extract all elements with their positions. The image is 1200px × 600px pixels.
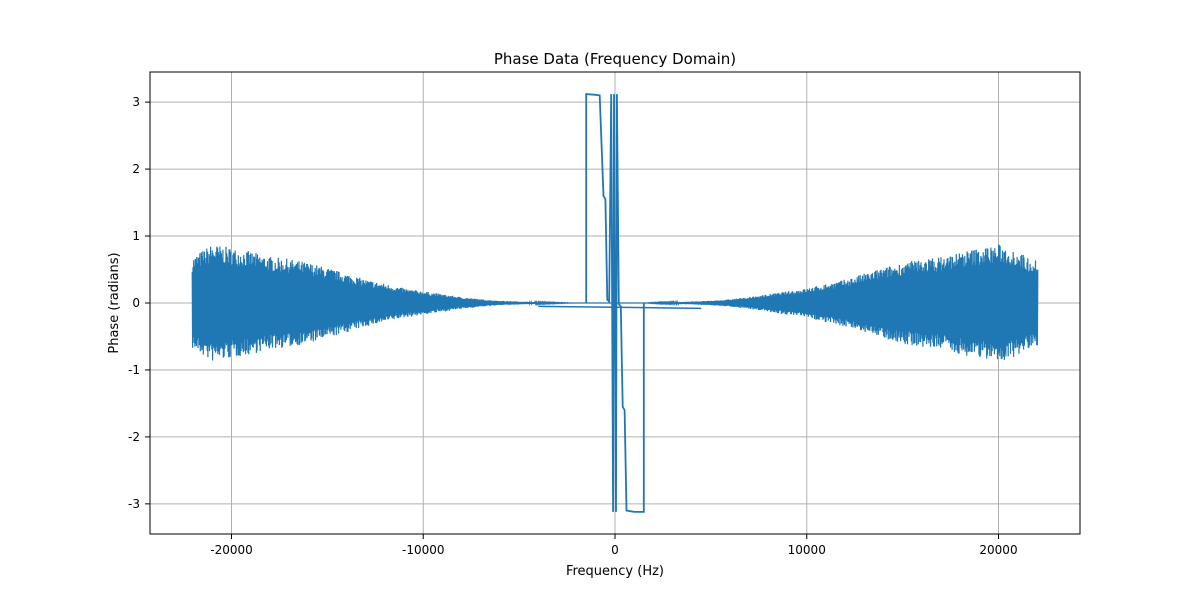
series-line-center xyxy=(585,93,645,513)
chart-title: Phase Data (Frequency Domain) xyxy=(494,50,736,68)
plot-frame xyxy=(149,71,1081,535)
tick-labels: -20000 -10000 0 10000 20000 -3 -2 -1 0 1 2 3 xyxy=(128,95,1018,557)
x-tick-label: -20000 xyxy=(210,543,253,557)
y-tick-label: -1 xyxy=(128,363,140,377)
y-tick-label: 0 xyxy=(132,296,140,310)
y-tick-label: 2 xyxy=(132,162,140,176)
y-tick-label: -3 xyxy=(128,497,140,511)
y-tick-label: 1 xyxy=(132,229,140,243)
x-tick-label: 0 xyxy=(611,543,619,557)
tick-marks xyxy=(145,101,1000,539)
series-line-baseline xyxy=(538,305,702,310)
x-tick-label: 10000 xyxy=(788,543,826,557)
x-axis-label: Frequency (Hz) xyxy=(566,564,664,579)
x-tick-label: -10000 xyxy=(402,543,445,557)
y-tick-label: -2 xyxy=(128,430,140,444)
y-axis-label: Phase (radians) xyxy=(107,252,122,353)
y-tick-label: 3 xyxy=(132,95,140,109)
plot-area xyxy=(191,93,1039,513)
x-tick-label: 20000 xyxy=(979,543,1017,557)
